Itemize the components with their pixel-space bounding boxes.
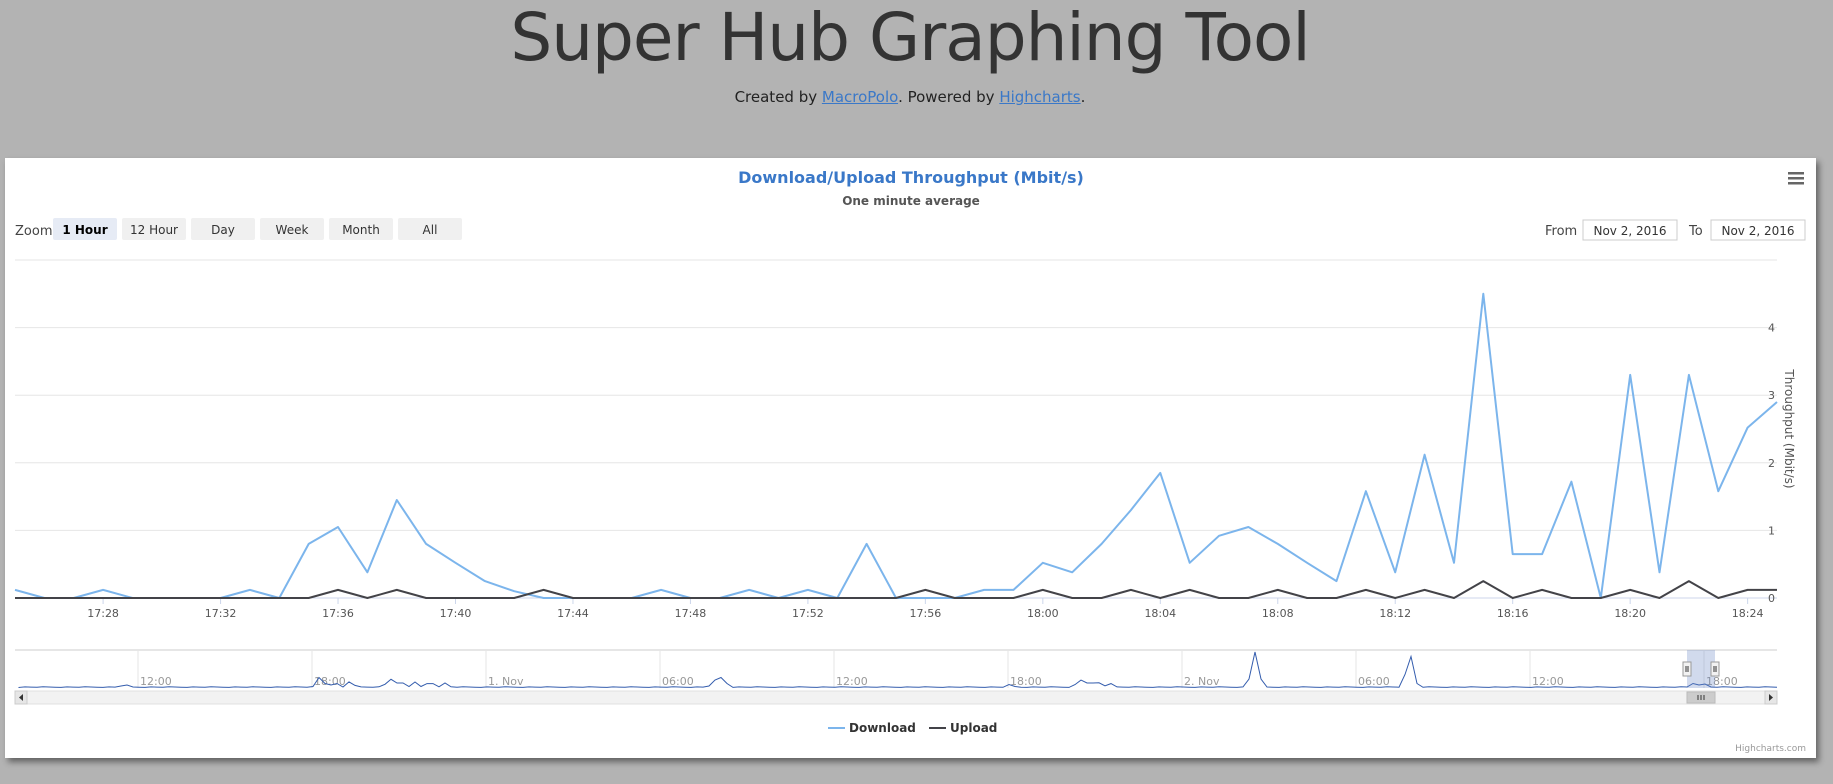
to-date-input[interactable]: Nov 2, 2016 — [1710, 219, 1806, 241]
zoom-button-1h-label: 1 Hour — [62, 223, 107, 237]
to-label: To — [1688, 224, 1703, 239]
y-tick-label: 3 — [1768, 389, 1775, 402]
zoom-label: Zoom — [15, 224, 52, 239]
legend-label-upload: Upload — [950, 721, 997, 735]
zoom-button-1h[interactable]: 1 Hour — [53, 218, 117, 240]
y-axis-label: Throughput (Mbit/s) — [1782, 368, 1796, 488]
zoom-button-week-label: Week — [276, 223, 309, 237]
legend-item-download[interactable]: Download — [828, 721, 916, 735]
navigator-grid — [137, 650, 1705, 688]
y-axis-ticks: 0 1 2 3 4 — [1768, 322, 1775, 605]
byline: Created by MacroPolo. Powered by Highcha… — [0, 88, 1820, 106]
x-tick-label: 17:48 — [675, 607, 707, 620]
x-tick-label: 18:16 — [1497, 607, 1529, 620]
navigator-right-handle[interactable] — [1710, 661, 1720, 677]
from-label: From — [1545, 224, 1577, 239]
navigator-label: 18:00 — [1010, 675, 1042, 688]
x-tick-label: 17:52 — [792, 607, 824, 620]
navigator-label: 12:00 — [1532, 675, 1564, 688]
zoom-button-all-label: All — [423, 223, 438, 237]
navigator-left-handle[interactable] — [1682, 661, 1692, 677]
x-tick-label: 18:00 — [1027, 607, 1059, 620]
powered-by-text: . Powered by — [898, 88, 995, 106]
navigator-labels: 12:00 18:00 1. Nov 06:00 12:00 18:00 2. Nov 06:… — [140, 675, 1738, 688]
navigator-label: 18:00 — [1706, 675, 1738, 688]
y-tick-label: 1 — [1768, 524, 1775, 537]
zoom-button-all[interactable]: All — [398, 218, 462, 240]
navigator[interactable]: 12:00 18:00 1. Nov 06:00 12:00 18:00 2. Nov 06:… — [15, 649, 1778, 688]
chart-title: Download/Upload Throughput (Mbit/s) — [738, 168, 1084, 187]
navigator-label: 12:00 — [140, 675, 172, 688]
author-link[interactable]: MacroPolo — [821, 88, 899, 106]
arrow-left-icon — [19, 694, 23, 701]
page-title: Super Hub Graphing Tool — [510, 0, 1310, 76]
to-date-value: Nov 2, 2016 — [1721, 224, 1794, 238]
series-line-upload[interactable] — [15, 580, 1777, 599]
zoom-button-day[interactable]: Day — [191, 218, 255, 240]
x-tick-label: 18:24 — [1732, 607, 1764, 620]
navigator-label: 18:00 — [314, 675, 346, 688]
chart-subtitle: One minute average — [842, 194, 980, 208]
navigator-label: 06:00 — [662, 675, 694, 688]
x-axis-ticks: 17:28 17:32 17:36 17:40 17:44 17:48 17:52 17:56… — [87, 598, 1763, 620]
zoom-button-week[interactable]: Week — [260, 218, 324, 240]
scrollbar[interactable] — [14, 690, 1778, 705]
zoom-button-12h[interactable]: 12 Hour — [122, 218, 186, 240]
x-tick-label: 18:20 — [1614, 607, 1646, 620]
series-layer — [14, 292, 1778, 599]
arrow-right-icon — [1769, 694, 1773, 701]
x-tick-label: 17:28 — [87, 607, 119, 620]
zoom-button-12h-label: 12 Hour — [130, 223, 178, 237]
zoom-button-month[interactable]: Month — [329, 218, 393, 240]
legend-label-download: Download — [849, 721, 916, 735]
chart-svg: Download/Upload Throughput (Mbit/s) One … — [14, 168, 1807, 754]
zoom-button-month-label: Month — [342, 223, 380, 237]
x-tick-label: 17:44 — [557, 607, 589, 620]
x-tick-label: 18:04 — [1144, 607, 1176, 620]
created-by-text: Created by — [734, 88, 818, 106]
from-date-value: Nov 2, 2016 — [1593, 224, 1666, 238]
y-tick-label: 2 — [1768, 457, 1775, 470]
from-date-input[interactable]: Nov 2, 2016 — [1582, 219, 1678, 241]
navigator-selection[interactable] — [1687, 650, 1715, 688]
menu-icon[interactable] — [1785, 168, 1807, 190]
x-tick-label: 18:08 — [1262, 607, 1294, 620]
series-line-download[interactable] — [14, 292, 1778, 599]
highcharts-link[interactable]: Highcharts — [999, 88, 1081, 106]
byline-end: . — [1080, 88, 1086, 106]
navigator-label: 12:00 — [836, 675, 868, 688]
navigator-label: 2. Nov — [1184, 675, 1220, 688]
zoom-button-day-label: Day — [211, 223, 235, 237]
navigator-series — [18, 651, 1778, 688]
navigator-label: 1. Nov — [488, 675, 524, 688]
x-tick-label: 17:56 — [910, 607, 942, 620]
x-tick-label: 17:32 — [205, 607, 237, 620]
y-tick-label: 4 — [1768, 322, 1775, 335]
navigator-series-line — [18, 651, 1778, 688]
y-tick-label: 0 — [1768, 592, 1775, 605]
navigator-label: 06:00 — [1358, 675, 1390, 688]
x-tick-label: 17:36 — [322, 607, 354, 620]
chart-panel: Download/Upload Throughput (Mbit/s) One … — [5, 158, 1816, 758]
x-tick-label: 17:40 — [440, 607, 472, 620]
credits[interactable]: Highcharts.com — [1735, 744, 1806, 754]
x-tick-label: 18:12 — [1379, 607, 1411, 620]
legend-item-upload[interactable]: Upload — [929, 721, 997, 735]
